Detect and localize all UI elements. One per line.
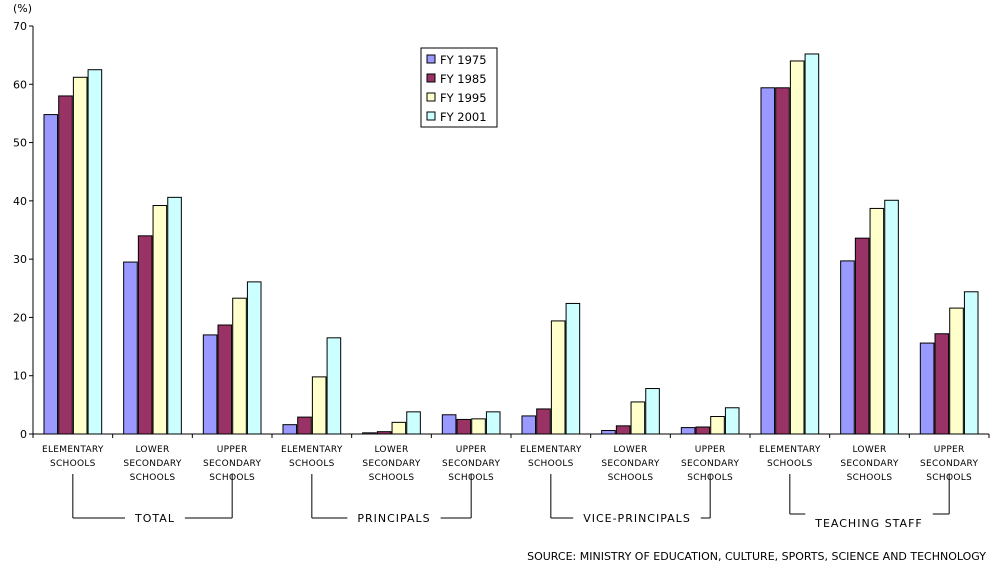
- series-fy-1975: [43, 87, 935, 435]
- bar: [615, 425, 631, 435]
- series-fy-2001: [87, 53, 979, 435]
- category-group-2: VICE-PRINCIPALS: [550, 474, 711, 525]
- bar: [550, 320, 566, 435]
- bar: [232, 297, 247, 435]
- legend-swatch: [426, 111, 436, 121]
- y-tick-label: 70: [13, 20, 27, 33]
- bar: [282, 424, 298, 435]
- bar: [72, 76, 88, 435]
- bar: [376, 431, 392, 435]
- bar: [202, 334, 218, 435]
- bar: [934, 333, 950, 435]
- bar: [311, 376, 327, 435]
- y-tick-label: 60: [13, 78, 27, 91]
- bar: [521, 415, 537, 435]
- y-tick-label: 50: [13, 137, 27, 150]
- bar: [804, 53, 820, 435]
- category-group-1: PRINCIPALS: [311, 474, 472, 525]
- bar: [485, 411, 501, 435]
- bar: [137, 235, 153, 435]
- legend-label: FY 2001: [440, 110, 487, 124]
- y-tick-label: 20: [13, 311, 27, 324]
- y-tick-label: 40: [13, 195, 27, 208]
- bar: [789, 60, 805, 435]
- bar: [87, 69, 103, 435]
- bar: [297, 416, 312, 435]
- group-label: TEACHING STAFF: [814, 517, 922, 530]
- bar: [362, 432, 377, 435]
- bar: [869, 207, 885, 435]
- group-label: TOTAL: [134, 512, 175, 525]
- bar: [326, 337, 342, 435]
- series-fy-1985: [58, 87, 950, 435]
- bar: [43, 114, 59, 435]
- bar: [884, 199, 899, 435]
- bar: [441, 414, 457, 435]
- bar: [710, 416, 725, 435]
- category-label: ELEMENTARY SCHOOLS: [520, 445, 582, 469]
- bar: [760, 87, 776, 435]
- bar: [919, 342, 935, 435]
- bar: [854, 237, 870, 435]
- bar: [775, 87, 790, 435]
- bar: [217, 324, 233, 435]
- bar: [645, 388, 660, 435]
- legend-label: FY 1985: [440, 72, 487, 86]
- legend-label: FY 1975: [440, 53, 487, 67]
- bar: [471, 418, 486, 435]
- group-label: PRINCIPALS: [357, 512, 430, 525]
- y-axis-unit-label: (%): [13, 2, 32, 15]
- category-label: LOWER SECONDARY SCHOOLS: [840, 445, 899, 483]
- bar: [58, 95, 73, 435]
- bar: [949, 307, 964, 435]
- category-label: LOWER SECONDARY SCHOOLS: [123, 445, 182, 483]
- bar: [724, 407, 740, 435]
- category-label: LOWER SECONDARY SCHOOLS: [362, 445, 421, 483]
- bar: [840, 260, 855, 435]
- bar: [123, 261, 138, 435]
- bar: [152, 205, 168, 435]
- category-label: ELEMENTARY SCHOOLS: [42, 445, 104, 469]
- legend-swatch: [426, 73, 436, 83]
- category-label: ELEMENTARY SCHOOLS: [281, 445, 343, 469]
- legend-swatch: [426, 92, 436, 102]
- y-tick-label: 30: [13, 253, 27, 266]
- legend-swatch: [426, 54, 436, 64]
- bar: [565, 302, 581, 435]
- y-tick-label: 10: [13, 370, 27, 383]
- category-label: ELEMENTARY SCHOOLS: [759, 445, 821, 469]
- bar: [601, 430, 616, 435]
- legend: FY 1975 FY 1985 FY 1995 FY 2001: [420, 47, 498, 128]
- bar: [536, 408, 551, 435]
- source-note: SOURCE: MINISTRY OF EDUCATION, CULTURE, …: [527, 550, 986, 563]
- bar: [630, 401, 646, 435]
- series-fy-1995: [72, 60, 964, 435]
- bar: [406, 411, 421, 435]
- category-group-0: TOTAL: [72, 474, 233, 525]
- bar: [695, 426, 711, 435]
- category-group-3: TEACHING STAFF: [789, 474, 950, 530]
- y-tick-label: 0: [20, 428, 27, 441]
- group-label: VICE-PRINCIPALS: [583, 512, 691, 525]
- category-label: LOWER SECONDARY SCHOOLS: [601, 445, 660, 483]
- bar: [167, 196, 182, 435]
- legend-label: FY 1995: [440, 91, 487, 105]
- bar: [246, 281, 262, 435]
- bar: [456, 418, 472, 435]
- bar: [680, 427, 696, 435]
- bar: [391, 421, 407, 435]
- bar: [963, 291, 979, 435]
